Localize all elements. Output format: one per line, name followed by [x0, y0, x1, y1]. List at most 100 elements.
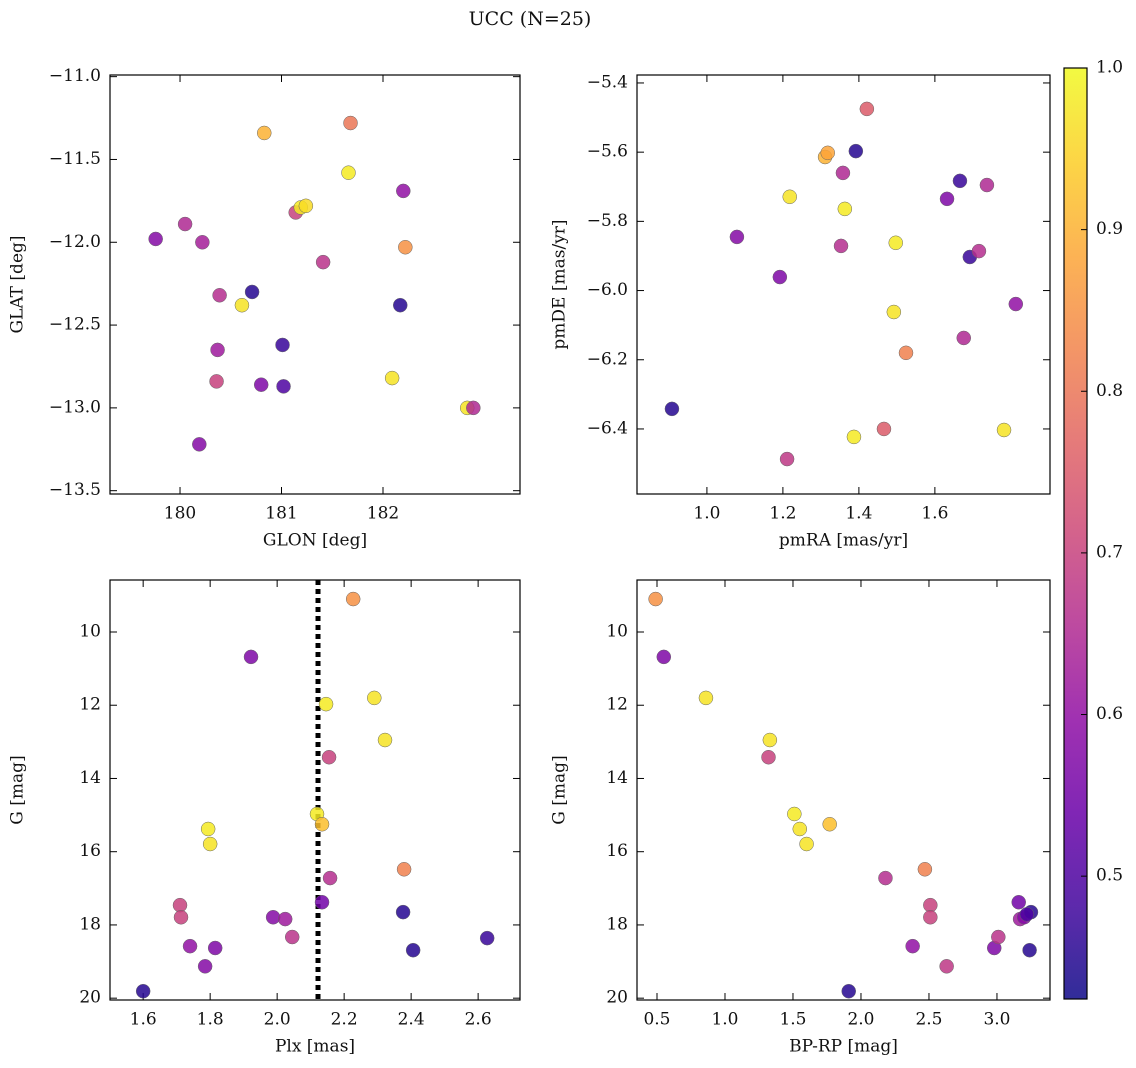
scatter-point	[898, 345, 914, 361]
colorbar-tick-label: 1.0	[1096, 58, 1123, 78]
y-axis-label: GLAT [deg]	[8, 235, 28, 333]
y-tick-label: −11.5	[49, 149, 101, 169]
y-tick-label: 12	[606, 695, 628, 715]
scatter-point	[243, 649, 259, 665]
scatter-point	[173, 909, 189, 925]
scatter-point	[284, 929, 300, 945]
scatter-point	[345, 591, 361, 607]
y-tick-label: −5.8	[587, 211, 628, 231]
y-tick-label: −13.5	[49, 480, 101, 500]
scatter-point	[772, 269, 788, 285]
scatter-point	[253, 377, 269, 392]
plot-frame	[109, 579, 521, 1001]
scatter-point	[1019, 907, 1035, 922]
y-tick-label: −6.4	[587, 418, 628, 438]
scatter-point	[878, 870, 893, 886]
scatter-point	[315, 254, 331, 270]
scatter-point	[762, 732, 778, 748]
y-tick-label: 16	[79, 841, 101, 861]
y-tick-label: 20	[79, 988, 101, 1008]
y-tick-label: 10	[606, 621, 628, 641]
scatter-point	[905, 938, 920, 954]
x-axis-label: Plx [mas]	[275, 1037, 355, 1057]
x-tick-label: 1.5	[779, 1010, 806, 1030]
y-tick-label: 16	[606, 841, 628, 861]
scatter-point	[392, 297, 408, 313]
y-axis-label: pmDE [mas/yr]	[550, 219, 570, 349]
scatter-point	[991, 929, 1006, 945]
y-tick-label: 14	[79, 768, 101, 788]
y-tick-label: −5.4	[587, 72, 628, 92]
scatter-point	[886, 304, 902, 320]
scatter-point	[298, 198, 314, 214]
scatter-point	[257, 125, 272, 141]
scatter-point	[888, 235, 903, 251]
scatter-point	[314, 894, 330, 910]
colorbar-tick-label: 0.8	[1096, 381, 1123, 401]
x-tick-label: 1.0	[693, 504, 720, 524]
scatter-point	[779, 451, 795, 467]
scatter-point	[384, 370, 400, 386]
y-tick-label: −12.5	[49, 315, 101, 335]
plot-frame	[636, 579, 1051, 1001]
colorbar-tick-label: 0.5	[1096, 866, 1123, 886]
scatter-point	[792, 821, 808, 837]
scatter-point	[234, 297, 250, 313]
scatter-point	[835, 165, 851, 181]
y-tick-label: 10	[79, 621, 101, 641]
scatter-point	[277, 911, 293, 927]
scatter-point	[182, 938, 198, 954]
scatter-point	[210, 342, 225, 358]
scatter-point	[799, 836, 814, 852]
scatter-point	[1008, 296, 1024, 312]
scatter-point	[820, 145, 835, 161]
scatter-point	[729, 229, 745, 245]
y-tick-label: 20	[606, 988, 628, 1008]
scatter-point	[841, 983, 856, 999]
figure-title: UCC (N=25)	[469, 8, 592, 30]
x-tick-label: 182	[367, 504, 399, 524]
x-tick-label: 181	[265, 504, 297, 524]
scatter-point	[656, 649, 672, 665]
scatter-point	[244, 284, 260, 300]
scatter-point	[377, 732, 393, 748]
scatter-point	[848, 143, 864, 159]
scatter-point	[782, 189, 797, 205]
scatter-point	[341, 165, 356, 180]
x-tick-label: 1.6	[130, 1010, 157, 1030]
scatter-point	[177, 216, 193, 232]
x-tick-label: 1.6	[921, 504, 948, 524]
colorbar-tick-label: 0.9	[1096, 219, 1123, 239]
scatter-point	[135, 983, 151, 999]
scatter-point	[195, 235, 210, 250]
x-axis-label: BP-RP [mag]	[789, 1037, 898, 1057]
scatter-point	[917, 862, 933, 877]
scatter-point	[172, 897, 188, 913]
x-tick-label: 2.0	[847, 1010, 874, 1030]
scatter-point	[787, 806, 802, 822]
y-tick-label: −6.0	[587, 280, 628, 300]
scatter-point	[367, 690, 382, 706]
scatter-point	[971, 243, 987, 259]
x-tick-label: 2.4	[398, 1010, 425, 1030]
x-tick-label: 1.2	[769, 504, 796, 524]
scatter-point	[202, 836, 218, 852]
y-tick-label: 18	[79, 914, 101, 934]
scatter-point	[396, 183, 411, 199]
scatter-point	[276, 379, 291, 394]
y-axis-label: G [mag]	[550, 755, 570, 824]
x-tick-label: 180	[164, 504, 196, 524]
scatter-point	[275, 337, 290, 353]
scatter-point	[207, 940, 223, 956]
plot-frame	[636, 74, 1051, 495]
scatter-point	[321, 749, 337, 765]
scatter-point	[343, 115, 358, 131]
scatter-point	[395, 904, 411, 920]
y-tick-label: 18	[606, 914, 628, 934]
scatter-point	[396, 862, 412, 877]
x-tick-label: 0.5	[643, 1010, 670, 1030]
x-axis-label: pmRA [mas/yr]	[779, 531, 908, 551]
scatter-point	[265, 909, 281, 925]
scatter-point	[939, 959, 954, 974]
x-tick-label: 1.4	[845, 504, 872, 524]
